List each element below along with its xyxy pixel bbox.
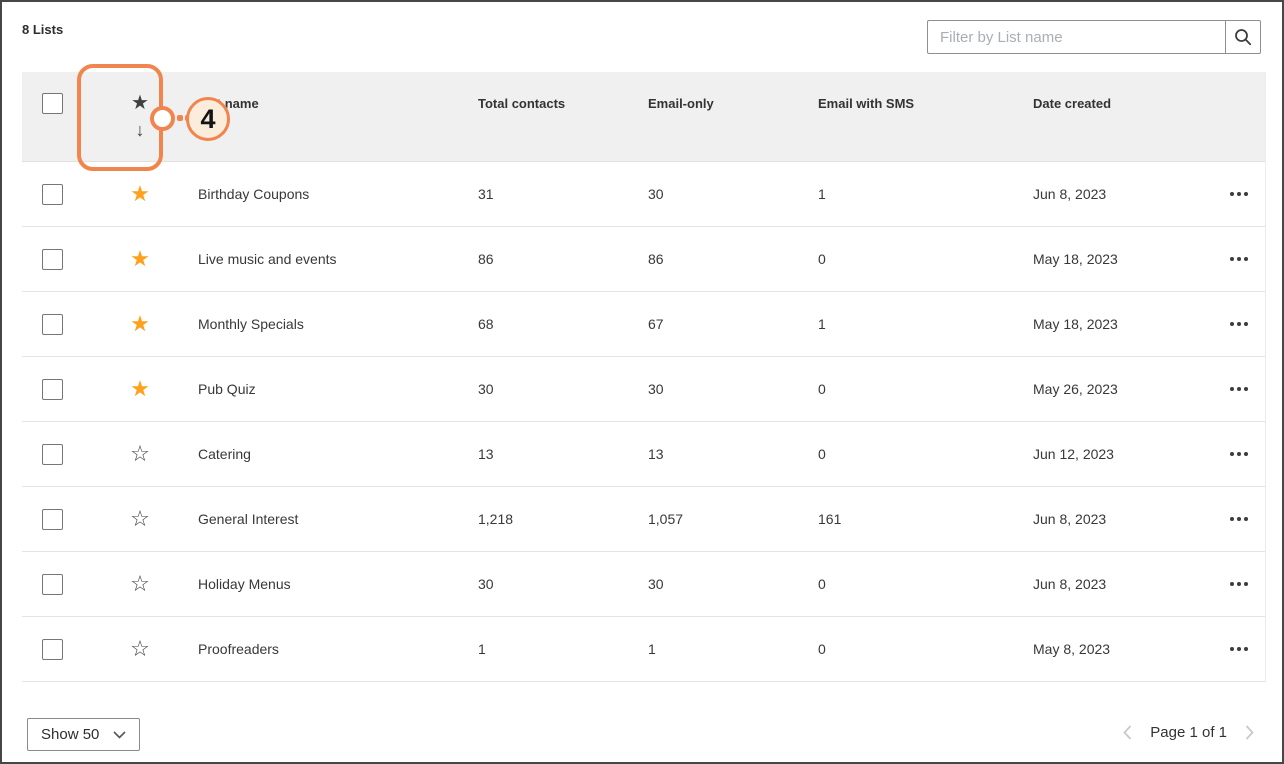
total-contacts-value: 31 [478, 186, 494, 202]
date-created-value: May 26, 2023 [1033, 381, 1118, 397]
total-contacts-value: 1,218 [478, 511, 514, 527]
row-checkbox[interactable] [42, 508, 63, 530]
email-only-value: 30 [648, 186, 664, 202]
list-name-link[interactable]: General Interest [198, 511, 299, 527]
page-indicator: Page 1 of 1 [1150, 724, 1227, 741]
date-created-value: May 18, 2023 [1033, 251, 1118, 267]
table-row: ☆ Catering 13 13 0 Jun 12, 2023 [22, 422, 1265, 487]
email-with-sms-value: 1 [818, 316, 826, 332]
email-only-value: 67 [648, 316, 664, 332]
search-icon [1235, 29, 1252, 46]
row-checkbox[interactable] [42, 183, 63, 205]
email-with-sms-value: 0 [818, 381, 826, 397]
total-contacts-value: 30 [478, 576, 494, 592]
list-name-link[interactable]: Catering [198, 446, 251, 462]
table-body: ★ Birthday Coupons 31 30 1 Jun 8, 2023 ★… [22, 162, 1265, 682]
next-page-button[interactable] [1245, 725, 1254, 740]
favorite-star-icon[interactable]: ☆ [130, 636, 150, 661]
list-name-link[interactable]: Birthday Coupons [198, 186, 310, 202]
chevron-right-icon [1245, 725, 1254, 740]
chevron-left-icon [1123, 725, 1132, 740]
row-checkbox[interactable] [42, 313, 63, 335]
date-created-value: Jun 12, 2023 [1033, 446, 1114, 462]
total-contacts-value: 86 [478, 251, 494, 267]
row-actions-menu-icon[interactable] [1228, 381, 1250, 397]
show-per-page-label: Show 50 [41, 726, 100, 743]
show-per-page-select[interactable]: Show 50 [27, 718, 140, 751]
filter-group [927, 20, 1261, 54]
table-row: ☆ Proofreaders 1 1 0 May 8, 2023 [22, 617, 1265, 682]
email-only-value: 1,057 [648, 511, 684, 527]
favorite-star-icon[interactable]: ☆ [130, 506, 150, 531]
column-header-date-created: Date created [1033, 95, 1112, 111]
row-checkbox[interactable] [42, 573, 63, 595]
row-checkbox[interactable] [42, 638, 63, 660]
date-created-value: May 8, 2023 [1033, 641, 1111, 657]
row-checkbox[interactable] [42, 378, 63, 400]
chevron-down-icon [113, 730, 126, 739]
date-created-value: Jun 8, 2023 [1033, 186, 1107, 202]
select-all-checkbox[interactable] [42, 92, 63, 114]
date-created-value: Jun 8, 2023 [1033, 576, 1107, 592]
filter-input[interactable] [927, 20, 1225, 54]
row-actions-menu-icon[interactable] [1228, 316, 1250, 332]
table-row: ★ Pub Quiz 30 30 0 May 26, 2023 [22, 357, 1265, 422]
row-actions-menu-icon[interactable] [1228, 511, 1250, 527]
favorite-star-icon[interactable]: ☆ [130, 571, 150, 596]
email-only-value: 1 [648, 641, 656, 657]
email-with-sms-value: 161 [818, 511, 842, 527]
date-created-value: Jun 8, 2023 [1033, 511, 1107, 527]
favorite-star-icon[interactable]: ★ [130, 376, 150, 401]
search-button[interactable] [1225, 20, 1261, 54]
row-actions-menu-icon[interactable] [1228, 576, 1250, 592]
table-row: ★ Birthday Coupons 31 30 1 Jun 8, 2023 [22, 162, 1265, 227]
email-with-sms-value: 0 [818, 576, 826, 592]
email-with-sms-value: 0 [818, 641, 826, 657]
table-row: ☆ General Interest 1,218 1,057 161 Jun 8… [22, 487, 1265, 552]
favorite-star-icon[interactable]: ★ [130, 181, 150, 206]
column-header-email-with-sms: Email with SMS [818, 95, 915, 111]
list-name-link[interactable]: Live music and events [198, 251, 337, 267]
previous-page-button[interactable] [1123, 725, 1132, 740]
lists-table: ★ List name Total contacts Email-only Em… [22, 72, 1266, 682]
email-with-sms-value: 1 [818, 186, 826, 202]
callout-step-badge: 4 [186, 97, 230, 141]
favorite-star-icon[interactable]: ★ [130, 246, 150, 271]
column-header-email-only: Email-only [648, 95, 714, 111]
email-with-sms-value: 0 [818, 446, 826, 462]
table-row: ★ Live music and events 86 86 0 May 18, … [22, 227, 1265, 292]
table-row: ★ Monthly Specials 68 67 1 May 18, 2023 [22, 292, 1265, 357]
list-name-link[interactable]: Monthly Specials [198, 316, 304, 332]
list-name-link[interactable]: Holiday Menus [198, 576, 291, 592]
row-checkbox[interactable] [42, 443, 63, 465]
row-actions-menu-icon[interactable] [1228, 446, 1250, 462]
callout-step-number: 4 [200, 103, 216, 134]
table-row: ☆ Holiday Menus 30 30 0 Jun 8, 2023 [22, 552, 1265, 617]
date-created-value: May 18, 2023 [1033, 316, 1118, 332]
row-checkbox[interactable] [42, 248, 63, 270]
email-with-sms-value: 0 [818, 251, 826, 267]
row-actions-menu-icon[interactable] [1228, 186, 1250, 202]
column-header-total-contacts: Total contacts [478, 95, 566, 111]
row-actions-menu-icon[interactable] [1228, 641, 1250, 657]
favorite-column-star-icon[interactable]: ★ [131, 92, 149, 114]
total-contacts-value: 13 [478, 446, 494, 462]
list-name-link[interactable]: Pub Quiz [198, 381, 256, 397]
email-only-value: 30 [648, 576, 664, 592]
sort-descending-icon[interactable]: ↓ [135, 120, 145, 140]
email-only-value: 86 [648, 251, 664, 267]
row-actions-menu-icon[interactable] [1228, 251, 1250, 267]
callout-dash [177, 115, 183, 121]
total-contacts-value: 68 [478, 316, 494, 332]
total-contacts-value: 1 [478, 641, 486, 657]
total-contacts-value: 30 [478, 381, 494, 397]
list-count-label: 8 Lists [22, 22, 64, 37]
list-name-link[interactable]: Proofreaders [198, 641, 279, 657]
email-only-value: 13 [648, 446, 664, 462]
email-only-value: 30 [648, 381, 664, 397]
favorite-star-icon[interactable]: ★ [130, 311, 150, 336]
favorite-star-icon[interactable]: ☆ [130, 441, 150, 466]
pagination: Page 1 of 1 [1123, 724, 1254, 741]
